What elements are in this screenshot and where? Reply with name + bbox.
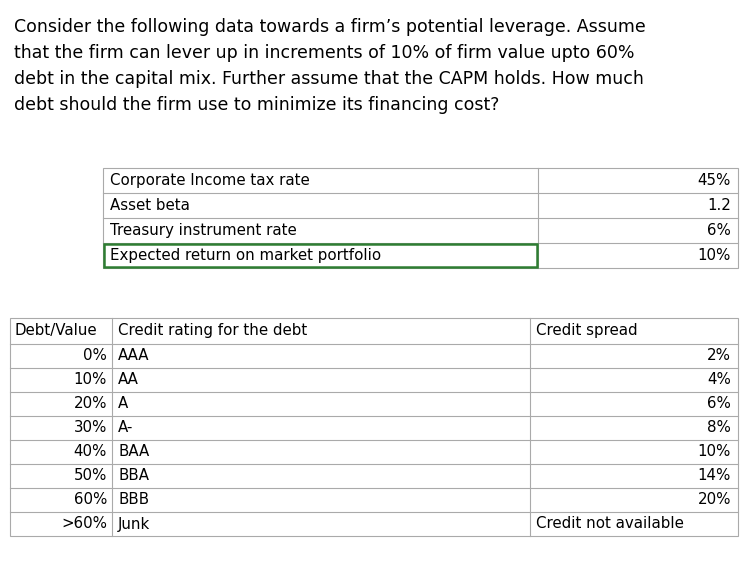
Text: 40%: 40% (74, 445, 107, 460)
Text: 10%: 10% (74, 372, 107, 387)
Bar (103, 168, 738, 268)
Text: BAA: BAA (118, 445, 149, 460)
Text: 8%: 8% (707, 421, 731, 435)
Text: 4%: 4% (707, 372, 731, 387)
Text: >60%: >60% (61, 516, 107, 532)
Text: Debt/Value: Debt/Value (14, 324, 96, 339)
Text: Treasury instrument rate: Treasury instrument rate (110, 223, 297, 238)
Text: 14%: 14% (698, 469, 731, 484)
Text: AA: AA (118, 372, 139, 387)
Text: Consider the following data towards a firm’s potential leverage. Assume: Consider the following data towards a fi… (14, 18, 646, 36)
Text: 60%: 60% (74, 493, 107, 508)
Text: 20%: 20% (698, 493, 731, 508)
Text: that the firm can lever up in increments of 10% of firm value upto 60%: that the firm can lever up in increments… (14, 44, 635, 62)
Bar (104, 244, 537, 267)
Text: 20%: 20% (74, 397, 107, 411)
Text: Expected return on market portfolio: Expected return on market portfolio (110, 248, 381, 263)
Text: Junk: Junk (118, 516, 150, 532)
Text: 10%: 10% (698, 248, 731, 263)
Text: 50%: 50% (74, 469, 107, 484)
Text: BBB: BBB (118, 493, 149, 508)
Text: 6%: 6% (707, 397, 731, 411)
Text: debt in the capital mix. Further assume that the CAPM holds. How much: debt in the capital mix. Further assume … (14, 70, 644, 88)
Text: A: A (118, 397, 129, 411)
Text: Credit not available: Credit not available (536, 516, 684, 532)
Text: A-: A- (118, 421, 133, 435)
Text: Credit spread: Credit spread (536, 324, 638, 339)
Text: BBA: BBA (118, 469, 149, 484)
Text: Asset beta: Asset beta (110, 198, 190, 213)
Text: AAA: AAA (118, 348, 150, 363)
Bar (10, 318, 738, 536)
Text: debt should the firm use to minimize its financing cost?: debt should the firm use to minimize its… (14, 96, 499, 114)
Text: 1.2: 1.2 (707, 198, 731, 213)
Text: 6%: 6% (707, 223, 731, 238)
Text: 10%: 10% (698, 445, 731, 460)
Text: Credit rating for the debt: Credit rating for the debt (118, 324, 308, 339)
Text: 2%: 2% (707, 348, 731, 363)
Text: 45%: 45% (698, 173, 731, 188)
Text: Corporate Income tax rate: Corporate Income tax rate (110, 173, 310, 188)
Text: 0%: 0% (83, 348, 107, 363)
Text: 30%: 30% (74, 421, 107, 435)
